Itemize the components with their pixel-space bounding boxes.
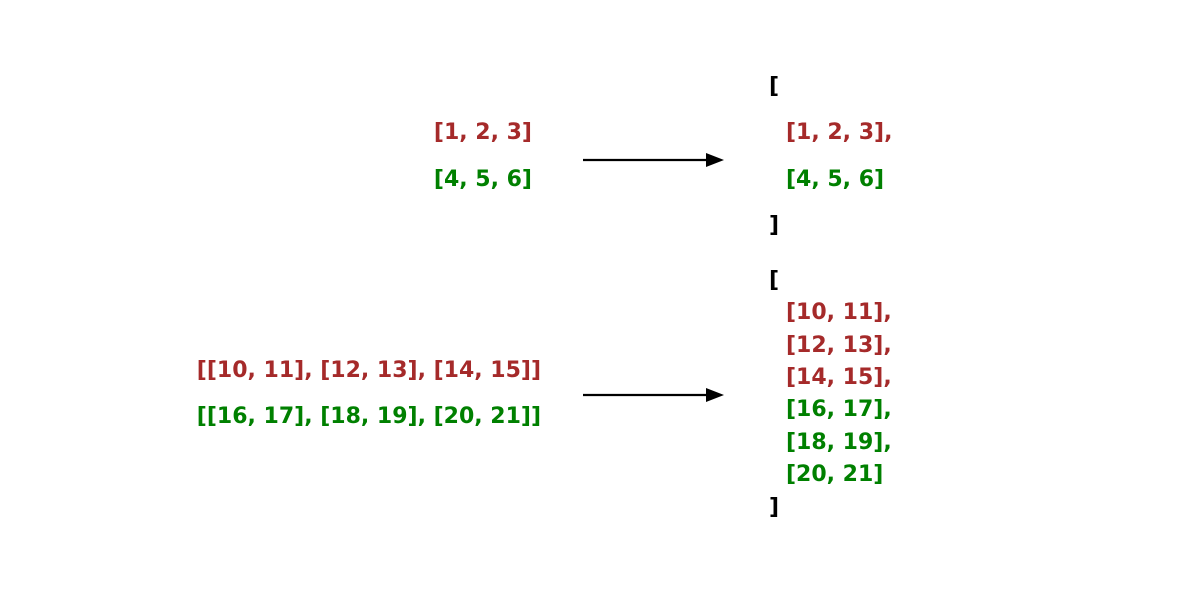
output-item: [20, 21] bbox=[786, 462, 884, 487]
output-close-bracket: ] bbox=[769, 495, 780, 520]
output-open-bracket: [ bbox=[769, 74, 780, 99]
arrow-right-icon bbox=[583, 153, 724, 167]
arrow-right-icon bbox=[583, 388, 724, 402]
output-item: [10, 11], bbox=[786, 300, 892, 325]
output-item: [18, 19], bbox=[786, 430, 892, 455]
output-item: [16, 17], bbox=[786, 397, 892, 422]
output-item: [14, 15], bbox=[786, 365, 892, 390]
input-nested-array-1: [[10, 11], [12, 13], [14, 15]] bbox=[196, 358, 541, 383]
input-nested-array-2: [[16, 17], [18, 19], [20, 21]] bbox=[196, 404, 541, 429]
output-item: [12, 13], bbox=[786, 333, 892, 358]
output-item: [4, 5, 6] bbox=[786, 167, 885, 192]
input-array-2: [4, 5, 6] bbox=[433, 167, 532, 192]
output-item: [1, 2, 3], bbox=[786, 120, 893, 145]
output-open-bracket: [ bbox=[769, 268, 780, 293]
input-array-1: [1, 2, 3] bbox=[433, 120, 532, 145]
output-close-bracket: ] bbox=[769, 213, 780, 238]
